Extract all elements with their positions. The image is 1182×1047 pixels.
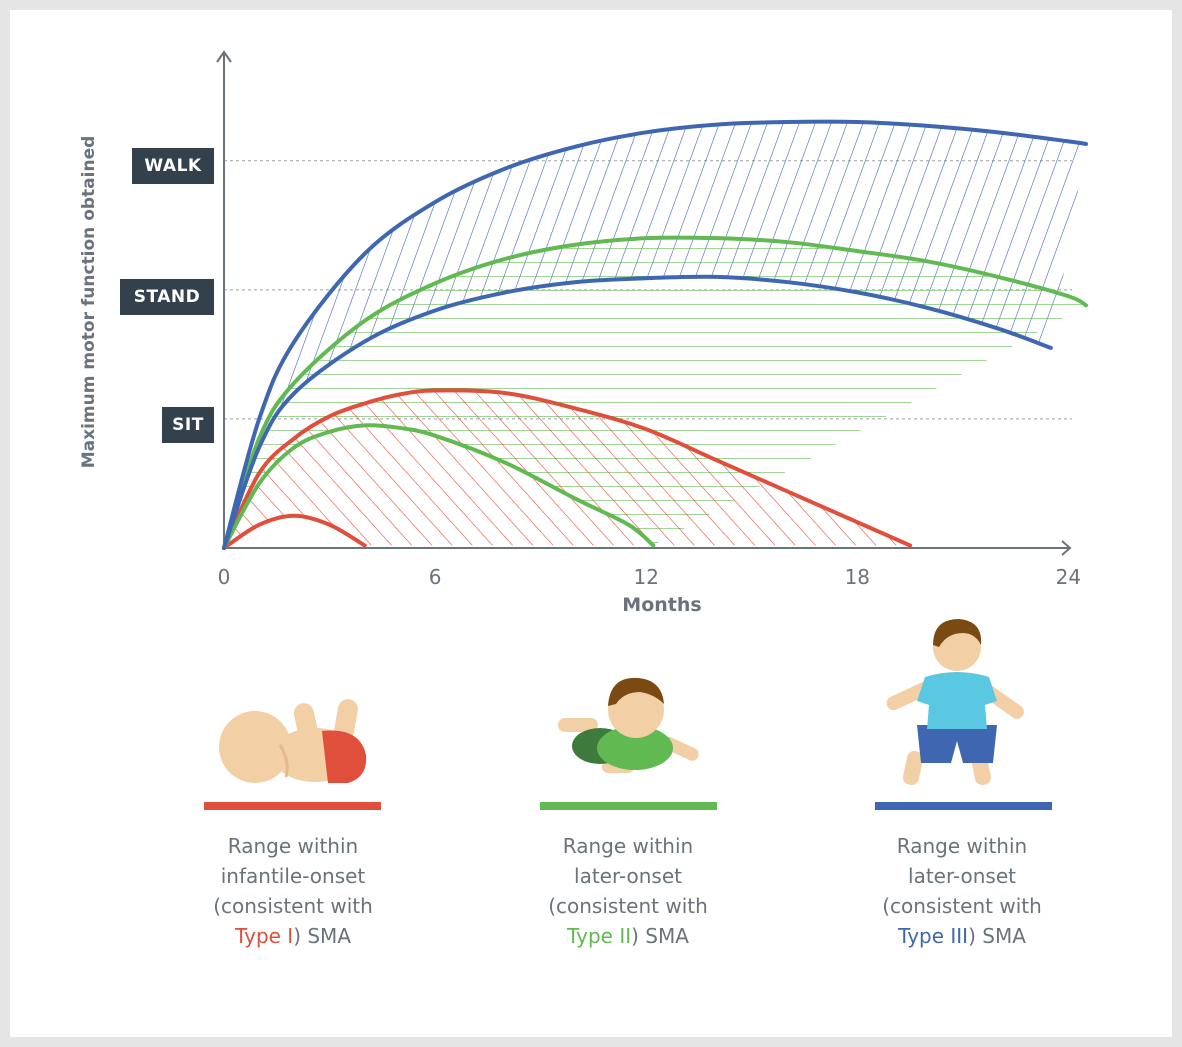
x-tick-label: 6 [429,565,442,589]
type-3-range-fill [224,121,1086,548]
legend-bar-type-1 [204,802,381,810]
x-tick-label: 12 [633,565,658,589]
caption-line: (consistent with [213,894,373,918]
walking-child-icon [886,612,1024,785]
caption-suffix: ) SMA [968,924,1026,948]
legend-bar-type-2 [540,802,717,810]
type-1-range-fill [224,390,911,548]
series-line-type-ii-lower [222,423,656,550]
caption-line: (consistent with [548,894,708,918]
type-label: Type III [898,924,969,948]
lying-baby-icon [214,694,367,788]
motor-function-chart: 0 6 12 18 24 Months Maximum motor function obt… [79,50,1088,616]
caption-type-line: Type I) SMA [158,921,428,951]
y-axis-arrow [216,50,232,63]
caption-type-line: Type III) SMA [827,921,1097,951]
caption-type-line: Type II) SMA [493,921,763,951]
type-2-range-fill [224,237,1086,548]
crawling-toddler-icon [553,673,705,773]
caption-line: Range within [562,834,694,858]
caption-line: Range within [896,834,1028,858]
milestone-sit-label: SIT [162,407,214,443]
series-line-type-i-lower [222,513,367,550]
type-label: Type I [235,924,294,948]
series-line-type-ii-upper [222,235,1088,550]
figure-card: 0 6 12 18 24 Months Maximum motor function obt… [10,10,1172,1037]
x-tick-label: 18 [845,565,870,589]
legend-bar-type-3 [875,802,1052,810]
caption-line: later-onset [908,864,1016,888]
y-axis-title: Maximum motor function obtained [79,136,99,469]
legend-caption-type-3: Range within later-onset (consistent wit… [827,831,1097,951]
series-line-type-iii-upper [222,119,1088,550]
x-axis-arrow [1061,540,1072,556]
legend-caption-type-2: Range within later-onset (consistent wit… [493,831,763,951]
caption-line: (consistent with [882,894,1042,918]
caption-line: Range within [227,834,359,858]
caption-line: infantile-onset [220,864,366,888]
caption-line: later-onset [574,864,682,888]
series-line-type-iii-lower [222,274,1053,550]
series-line-type-i-upper [222,388,913,550]
x-tick-label: 0 [218,565,231,589]
legend-caption-type-1: Range within infantile-onset (consistent… [158,831,428,951]
caption-suffix: ) SMA [631,924,689,948]
x-axis-title: Months [622,594,701,616]
caption-suffix: ) SMA [293,924,351,948]
milestone-walk-label: WALK [132,148,214,184]
x-tick-label: 24 [1056,565,1081,589]
type-label: Type II [567,924,632,948]
milestone-stand-label: STAND [120,279,214,315]
